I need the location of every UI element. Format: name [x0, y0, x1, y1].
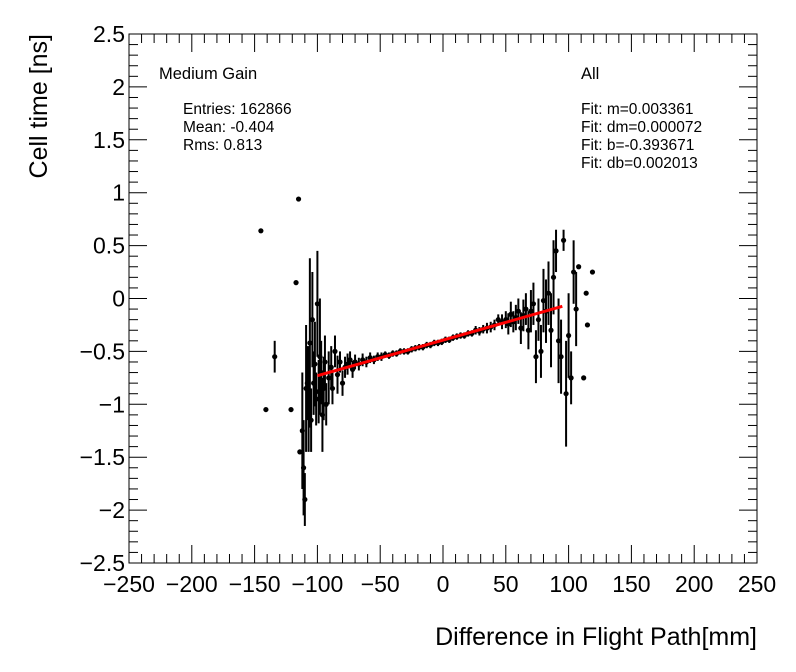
data-point: [573, 306, 579, 312]
fit-title: All: [581, 65, 599, 83]
fit-box-right: All Fit: m=0.003361 Fit: dm=0.000072 Fit…: [581, 65, 702, 172]
data-point: [300, 465, 307, 471]
data-point: [288, 406, 294, 413]
data-point: [568, 375, 574, 381]
y-tick-label: −1.5: [80, 444, 125, 470]
data-point: [535, 317, 542, 323]
stats-entries: Entries: 162866: [183, 101, 292, 118]
stats-box-left: Medium Gain Entries: 162866 Mean: -0.404…: [159, 65, 292, 154]
data-point: [309, 317, 315, 323]
data-point: [566, 332, 572, 339]
y-tick-label: −1: [99, 391, 125, 417]
data-point: [323, 401, 329, 407]
data-point: [538, 348, 544, 354]
data-point: [550, 274, 557, 280]
fit-b: Fit: b=-0.393671: [581, 137, 694, 154]
y-tick-label: 2.5: [93, 21, 125, 47]
y-tick-label: −2.5: [80, 550, 125, 576]
data-point: [307, 340, 313, 346]
data-point: [328, 364, 334, 370]
data-point: [589, 269, 596, 275]
x-tick-label: −200: [166, 571, 218, 597]
stats-title: Medium Gain: [159, 65, 257, 83]
data-point: [308, 417, 314, 423]
data-point: [272, 354, 278, 360]
stats-rms: Rms: 0.813: [183, 137, 262, 154]
data-point: [571, 269, 577, 275]
y-tick-label: −2: [99, 497, 125, 523]
y-tick-label: 0: [112, 286, 125, 312]
y-tick-label: −0.5: [80, 338, 125, 364]
data-point: [548, 327, 554, 333]
x-tick-label: −50: [361, 571, 400, 597]
data-point: [312, 361, 318, 367]
data-point: [584, 322, 591, 328]
data-point: [349, 366, 356, 372]
data-point: [560, 237, 567, 243]
fit-m: Fit: m=0.003361: [581, 101, 693, 118]
data-point: [581, 375, 587, 381]
y-axis-title: Cell time [ns]: [25, 34, 53, 178]
data-point: [258, 228, 264, 234]
fit-line: [316, 304, 563, 378]
data-point: [297, 449, 303, 455]
data-point: [525, 327, 532, 333]
data-point: [545, 290, 552, 296]
fit-db: Fit: db=0.002013: [581, 155, 698, 172]
x-tick-label: 0: [437, 571, 450, 597]
y-tick-label: 0.5: [93, 233, 125, 259]
data-point: [540, 298, 547, 304]
data-point: [326, 375, 332, 381]
data-point: [530, 301, 537, 307]
data-point: [515, 308, 521, 314]
stats-mean: Mean: -0.404: [183, 119, 275, 136]
x-tick-label: 200: [675, 571, 713, 597]
data-point: [322, 359, 328, 365]
data-point: [293, 280, 299, 286]
data-point: [347, 357, 353, 363]
data-point: [339, 380, 346, 386]
y-tick-label: 1: [112, 180, 125, 206]
fit-dm: Fit: dm=0.000072: [581, 119, 702, 136]
data-point: [558, 354, 564, 360]
x-tick-label: 250: [738, 571, 776, 597]
data-point: [583, 290, 589, 296]
data-point: [508, 311, 514, 317]
x-axis-title: Difference in Flight Path[mm]: [435, 623, 757, 651]
data-point: [518, 325, 524, 331]
x-tick-label: 150: [612, 571, 650, 597]
data-point: [334, 372, 341, 378]
y-tick-label: 2: [112, 74, 125, 100]
data-point: [523, 306, 529, 312]
data-point: [533, 354, 539, 360]
data-point: [332, 348, 338, 354]
data-point: [528, 308, 534, 314]
data-point: [302, 496, 308, 503]
data-point: [555, 338, 562, 344]
data-point: [553, 248, 559, 254]
data-point: [563, 391, 569, 397]
x-tick-label: 50: [493, 571, 519, 597]
data-point: [314, 301, 320, 307]
data-point: [337, 359, 343, 365]
data-point: [263, 406, 269, 413]
data-point: [576, 264, 582, 270]
data-point: [329, 385, 336, 392]
x-tick-label: −100: [291, 571, 343, 597]
data-point: [313, 396, 319, 402]
x-tick-label: −250: [103, 571, 155, 597]
x-tick-label: 100: [549, 571, 587, 597]
data-point: [295, 196, 302, 202]
x-tick-label: −150: [229, 571, 281, 597]
y-tick-label: 1.5: [93, 127, 125, 153]
